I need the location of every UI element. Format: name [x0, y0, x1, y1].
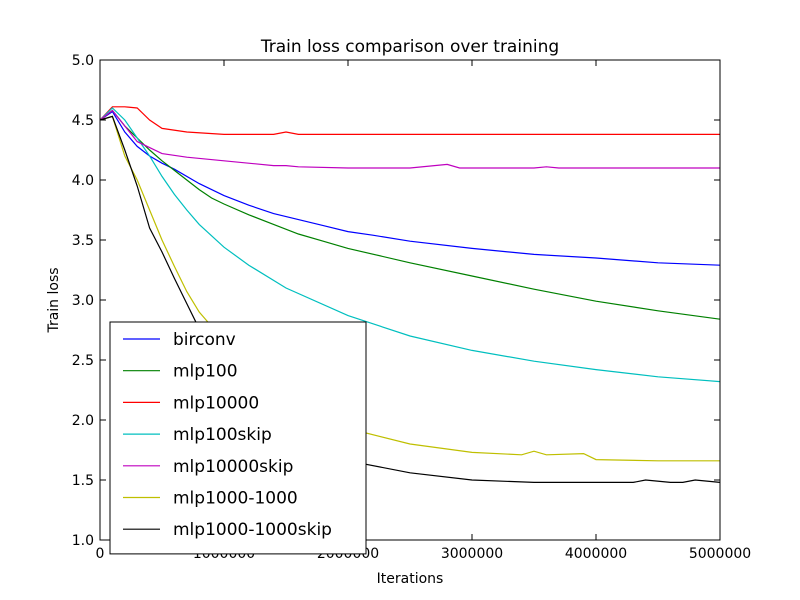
legend-label: mlp1000-1000skip	[173, 520, 332, 540]
chart-title: Train loss comparison over training	[260, 37, 559, 57]
x-tick-label: 0	[96, 546, 105, 562]
y-tick-label: 2.5	[72, 353, 94, 369]
legend-label: mlp10000	[173, 393, 259, 413]
legend-label: birconv	[173, 330, 236, 350]
x-tick-label: 4000000	[565, 546, 627, 562]
x-axis-label: Iterations	[377, 571, 444, 587]
legend-label: mlp100	[173, 362, 238, 382]
x-tick-label: 5000000	[689, 546, 751, 562]
y-tick-label: 2.0	[72, 413, 94, 429]
y-tick-label: 4.0	[72, 173, 94, 189]
legend-label: mlp100skip	[173, 425, 272, 445]
y-tick-label: 1.5	[72, 473, 94, 489]
y-tick-label: 3.5	[72, 233, 94, 249]
series-line-mlp100skip	[99, 107, 721, 383]
legend-box	[109, 321, 367, 555]
y-axis-label: Train loss	[46, 267, 62, 333]
legend: birconv mlp100 mlp10000 mlp100skip mlp10000s…	[109, 321, 367, 555]
y-tick-label: 4.5	[72, 113, 94, 129]
legend-label: mlp10000skip	[173, 457, 293, 477]
x-tick-label: 3000000	[441, 546, 503, 562]
series-line-mlp10000	[99, 106, 720, 135]
series-line-mlp10000skip	[99, 109, 720, 169]
y-tick-label: 3.0	[72, 293, 94, 309]
series-line-birconv	[99, 110, 721, 266]
legend-label: mlp1000-1000	[173, 489, 298, 509]
y-tick-label: 1.0	[72, 533, 94, 549]
y-tick-label: 5.0	[72, 53, 94, 69]
